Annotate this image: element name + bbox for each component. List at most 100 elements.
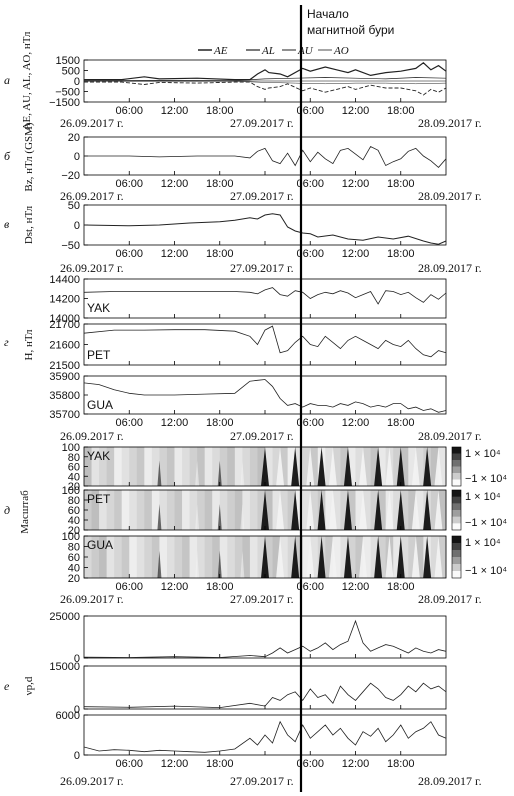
panel-b-xtick-label: 12:00: [342, 178, 370, 190]
panel-d-GUA-wavelet-burst: [374, 536, 383, 578]
panel-d-GUA-cell: [302, 536, 311, 578]
panel-e-sub3-xtick-label: 12:00: [342, 758, 370, 770]
panel-g-GUA-xtick-label: 18:00: [206, 417, 234, 429]
panel-a-ytick-label: 500: [62, 66, 80, 78]
panel-d-GUA-cell: [204, 536, 213, 578]
panel-d-GUA-colorbar-step: [452, 557, 461, 565]
panel-e-sub3-ytick-label: 6000: [56, 710, 80, 722]
panel-d-PET-cell: [212, 490, 221, 530]
panel-a-series-AL: [84, 81, 447, 96]
panel-d-YAK-colorbar-frame: [451, 446, 462, 487]
panel-g-PET-series: [83, 325, 447, 358]
panel-d-YAK-ytick-label: 80: [68, 452, 80, 464]
panel-a-xtick-label: 06:00: [296, 105, 324, 117]
panel-d-PET-cell: [310, 490, 319, 530]
panel-d-GUA-colorbar-step: [452, 571, 461, 579]
panel-d-PET-wavelet-burst: [217, 504, 222, 530]
panel-d-GUA-cell: [227, 536, 236, 578]
panel-d-GUA-cell: [430, 536, 439, 578]
panel-d-GUA-xtick-label: 06:00: [296, 581, 324, 593]
panel-d-PET-wavelet-burst: [434, 490, 443, 530]
panel-d-PET-cell: [114, 490, 123, 530]
panel-d-PET-cell: [370, 490, 379, 530]
panel-d-GUA-colorbar-step: [452, 564, 461, 572]
panel-d-PET-cell: [151, 490, 160, 530]
panel-d-GUA-wavelet-burst: [261, 536, 269, 578]
panel-g-GUA-ytick-label: 35700: [49, 409, 80, 421]
panel-d-GUA-cell: [91, 536, 100, 578]
panel-d-PET-wavelet-burst: [291, 490, 300, 530]
panel-d-YAK-colorbar-step: [452, 447, 461, 454]
panel-d-GUA-cell: [378, 536, 387, 578]
panel-b-series-Bz: [84, 145, 447, 168]
panel-d-PET-station-label: PET: [87, 492, 111, 506]
panel-d-GUA-colorbar-step: [452, 550, 461, 558]
panel-d-PET-colorbar-step: [452, 496, 461, 504]
panel-d-GUA-cell: [84, 536, 93, 578]
panel-d-GUA-cell: [144, 536, 153, 578]
panel-g-GUA-xtick-label: 12:00: [342, 417, 370, 429]
panel-d-YAK-wavelet-burst: [385, 447, 394, 486]
panel-d-YAK-cell: [99, 447, 108, 486]
panel-d-PET-cell: [182, 490, 191, 530]
panel-g-YAK-ytick-label: 14200: [49, 294, 80, 306]
panel-d-YAK-wavelet-burst: [217, 460, 222, 486]
panel-d-GUA-cell: [197, 536, 206, 578]
panel-d-YAK-cell: [265, 447, 274, 486]
panel-v-series-Dst: [83, 213, 447, 245]
panel-d-GUA-cell: [136, 536, 145, 578]
panel-d-YAK-cell: [242, 447, 251, 486]
panel-d-YAK-cell: [159, 447, 168, 486]
panel-d-GUA-cell: [121, 536, 130, 578]
panel-e-sub1-frame: [83, 615, 447, 659]
panel-d-PET-wavelet-burst: [343, 490, 352, 530]
panel-d-GUA-cell: [415, 536, 424, 578]
panel-d-YAK-cell: [310, 447, 319, 486]
panel-d-PET-cell: [106, 490, 115, 530]
panel-d-PET-cell: [257, 490, 266, 530]
panel-d-GUA-cell: [272, 536, 281, 578]
panel-d-PET-colorbar-step: [452, 516, 461, 524]
panel-d-GUA-cell: [129, 536, 138, 578]
panel-a-ylabel: AE, AU, AL, AO, нТл: [21, 31, 33, 130]
panel-d-GUA-cell: [114, 536, 123, 578]
panel-d-YAK-wavelet-burst: [343, 447, 352, 486]
panel-a-series-AE: [84, 62, 447, 81]
panel-d-date-mid: 27.09.2017 г.: [230, 592, 294, 606]
panel-e-letter: е: [4, 679, 10, 693]
panel-a-xtick-label: 12:00: [342, 105, 370, 117]
panel-d-PET-cell: [174, 490, 183, 530]
panel-e-sub1-ytick-label: 0: [74, 653, 80, 665]
panel-g-PET-ytick-label: 21500: [49, 360, 80, 372]
panel-d-letter: д: [4, 503, 10, 517]
panel-d-GUA-wavelet-burst: [317, 536, 326, 578]
panel-d-PET-cell: [325, 490, 334, 530]
panel-d-YAK-cell: [340, 447, 349, 486]
panel-b-xtick-label: 18:00: [387, 178, 415, 190]
panel-d-PET-cell: [227, 490, 236, 530]
panel-d-YAK-cell: [438, 447, 447, 486]
panel-e-ylabel: νp,d: [23, 676, 35, 695]
panel-d-PET-cell: [204, 490, 213, 530]
panel-d-GUA-cell: [106, 536, 115, 578]
panel-d-date-start: 26.09.2017 г.: [60, 592, 124, 606]
panel-d-YAK-cell: [370, 447, 379, 486]
panel-e-sub3-series: [83, 720, 447, 753]
panel-b-ytick-label: 20: [68, 132, 80, 144]
panel-d-GUA-station-label: GUA: [87, 538, 113, 552]
panel-d-PET-wavelet-burst: [195, 504, 200, 530]
panel-e-sub2-ytick-label: 0: [74, 704, 80, 716]
panel-d-GUA-wavelet-burst: [343, 536, 352, 578]
panel-e-sub1-series: [83, 619, 447, 658]
panel-d-GUA-cell: [174, 536, 183, 578]
panel-d-PET-cell: [272, 490, 281, 530]
panel-d-date-end: 28.09.2017 г.: [418, 592, 482, 606]
panel-d-GUA-colorbar-min: −1 × 10⁴: [465, 565, 507, 577]
panel-e-sub3-xtick-label: 06:00: [296, 758, 324, 770]
panel-d-PET-wavelet-burst: [423, 490, 432, 530]
panel-a-ytick-label: 0: [74, 76, 80, 88]
panel-d-PET-cell: [129, 490, 138, 530]
panel-d-YAK-wavelet-burst: [306, 447, 315, 486]
panel-d-GUA-cell: [159, 536, 168, 578]
panel-d-YAK-cell: [189, 447, 198, 486]
